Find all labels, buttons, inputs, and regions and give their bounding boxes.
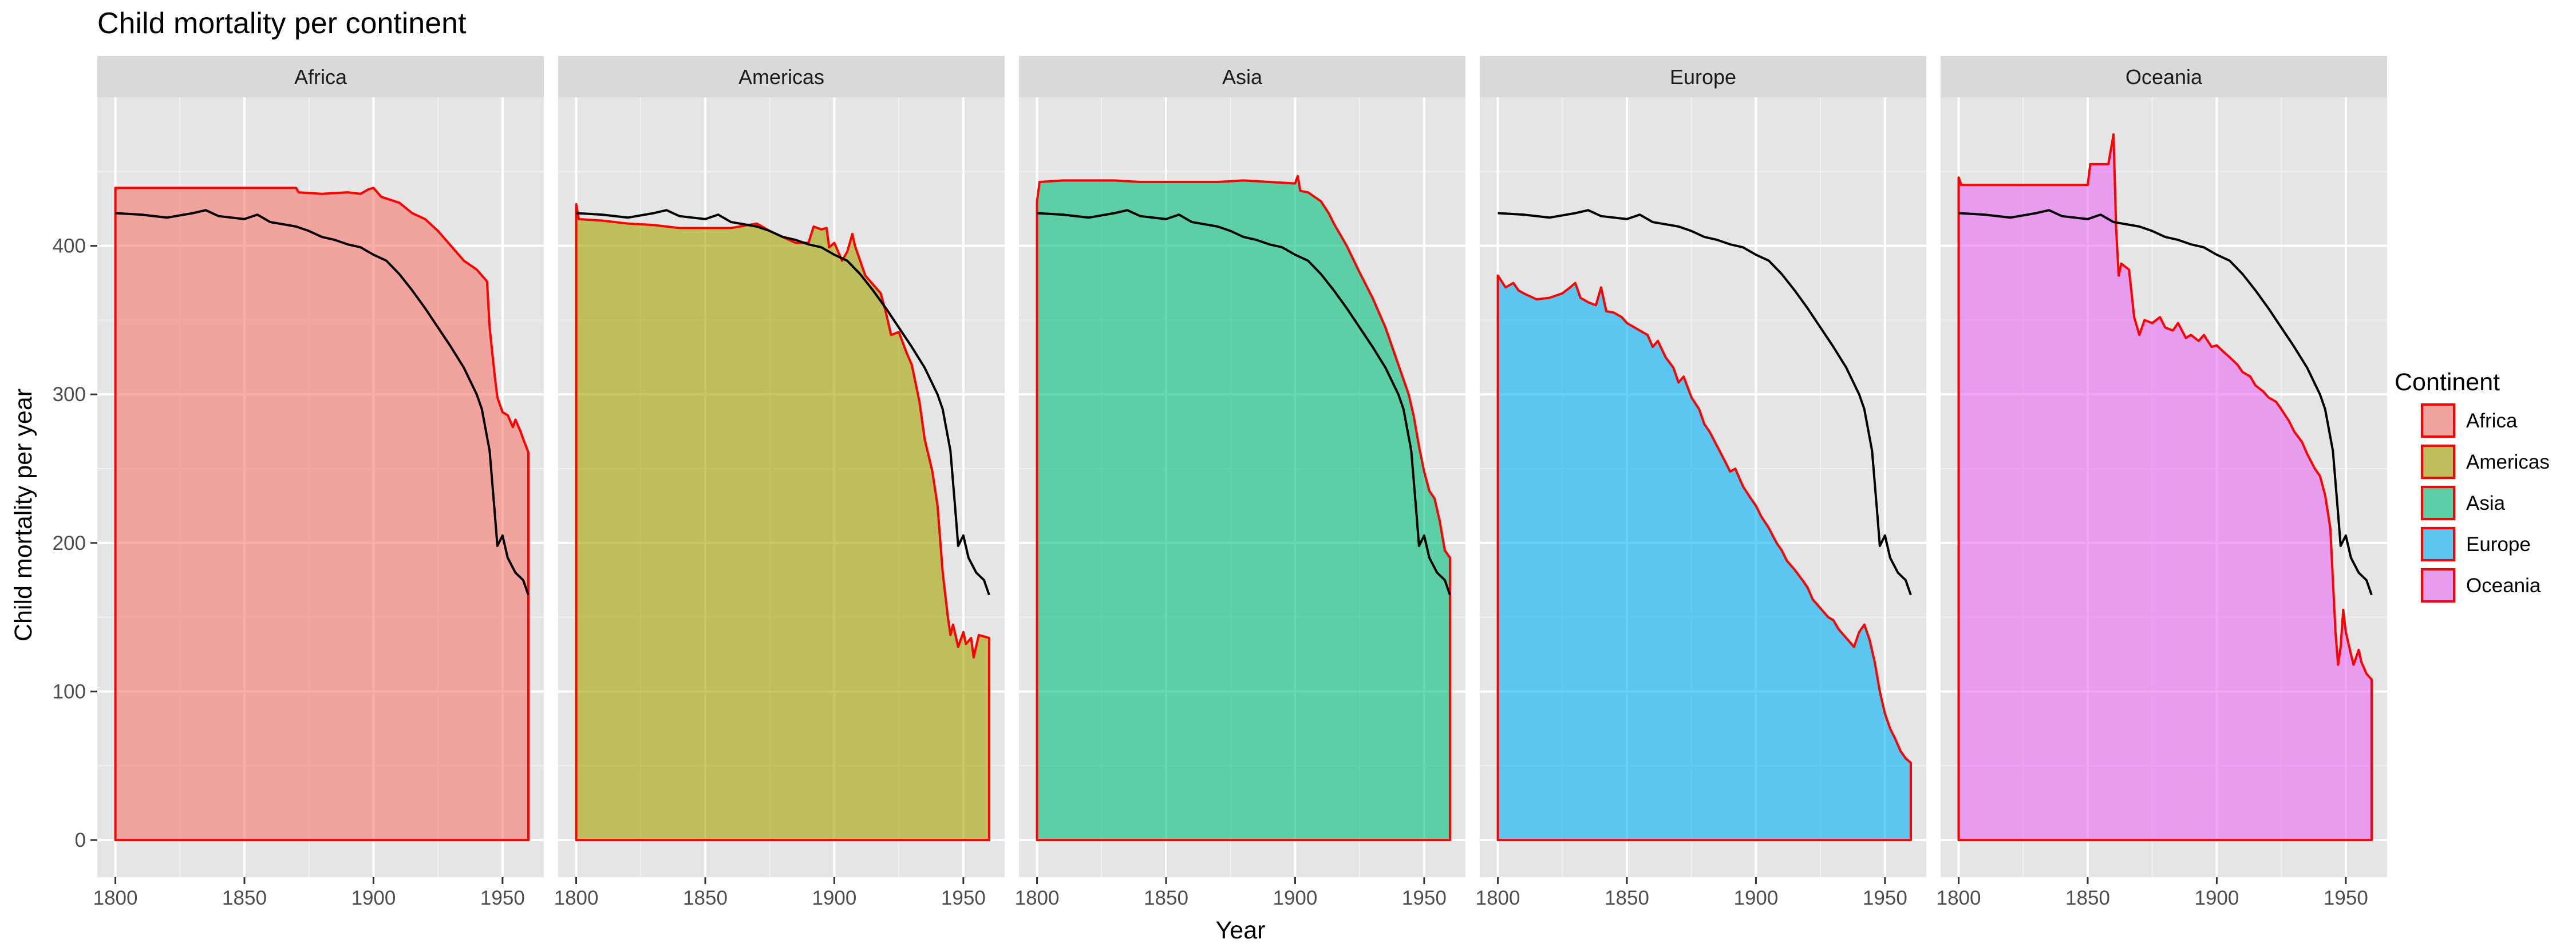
- x-tick-label: 1850: [683, 887, 728, 909]
- y-tick-label: 200: [53, 532, 86, 554]
- facet-strip-europe: [1480, 56, 1926, 97]
- area-europe: [1496, 274, 1912, 842]
- x-tick-label: 1950: [2324, 887, 2368, 909]
- facet-label-oceania: Oceania: [2125, 65, 2203, 89]
- x-tick-label: 1900: [351, 887, 396, 909]
- area-oceania: [1957, 133, 2373, 842]
- y-tick-label: 400: [53, 235, 86, 257]
- legend-title: Continent: [2395, 368, 2500, 396]
- facet-oceania: Oceania 1800 1850 1900 1950: [1937, 56, 2387, 909]
- x-tick-label: 1950: [1402, 887, 1447, 909]
- world-line-asia: [1037, 209, 1451, 596]
- legend-label-asia: Asia: [2466, 492, 2506, 514]
- facet-americas: Americas 1800 1850 1900 1950: [554, 56, 1005, 909]
- facet-strip-asia: [1019, 56, 1465, 97]
- area-americas: [575, 203, 990, 842]
- x-tick-label: 1950: [941, 887, 986, 909]
- facet-strip-africa: [97, 56, 544, 97]
- x-tick-label: 1850: [222, 887, 267, 909]
- area-africa: [114, 187, 530, 842]
- x-tick-label: 1800: [93, 887, 138, 909]
- x-tick-label: 1950: [1863, 887, 1907, 909]
- world-line-oceania: [1958, 209, 2373, 596]
- legend-label-americas: Americas: [2466, 451, 2550, 473]
- facet-label-americas: Americas: [738, 65, 824, 89]
- facet-strip-oceania: [1941, 56, 2387, 97]
- y-axis-title: Child mortality per year: [10, 389, 37, 641]
- x-tick-label: 1800: [1015, 887, 1060, 909]
- chart-title: Child mortality per continent: [97, 7, 467, 40]
- facet-strip-americas: [558, 56, 1005, 97]
- area-asia: [1036, 175, 1451, 842]
- x-axis-title: Year: [1216, 917, 1266, 944]
- x-tick-label: 1850: [2065, 887, 2110, 909]
- y-tick-label: 0: [75, 829, 86, 851]
- facet-europe: Europe 1800 1850 1900 1950: [1476, 56, 1926, 909]
- legend-entry-oceania: Oceania: [2420, 568, 2541, 603]
- x-tick-label: 1800: [1476, 887, 1520, 909]
- y-tick-label: 300: [53, 383, 86, 406]
- legend-swatch-oceania: [2421, 568, 2455, 603]
- legend: Continent Africa Americas Asia Europe Oceani…: [2395, 368, 2550, 603]
- legend-label-oceania: Oceania: [2466, 574, 2541, 597]
- x-tick-label: 1900: [812, 887, 856, 909]
- legend-label-africa: Africa: [2466, 410, 2518, 432]
- legend-entry-africa: Africa: [2420, 403, 2518, 438]
- facet-label-europe: Europe: [1670, 65, 1736, 89]
- legend-swatch-africa: [2421, 403, 2455, 438]
- x-tick-label: 1950: [480, 887, 525, 909]
- legend-swatch-asia: [2421, 486, 2455, 520]
- x-tick-label: 1900: [1273, 887, 1317, 909]
- world-line-europe: [1498, 209, 1912, 596]
- legend-swatch-europe: [2421, 527, 2455, 561]
- y-tick-label: 100: [53, 680, 86, 703]
- x-tick-label: 1850: [1144, 887, 1188, 909]
- legend-swatch-americas: [2421, 445, 2455, 479]
- legend-entry-americas: Americas: [2420, 444, 2550, 480]
- x-tick-label: 1800: [554, 887, 599, 909]
- facet-label-asia: Asia: [1222, 65, 1263, 89]
- x-tick-label: 1900: [1733, 887, 1778, 909]
- legend-label-europe: Europe: [2466, 533, 2531, 556]
- facet-africa: Africa 1800 1850 1900 1950: [93, 56, 544, 909]
- facet-panels: Africa 1800 1850 1900 1950 Americas 1800 1850 19…: [93, 56, 2387, 909]
- y-axis: 0 100 200 300 400: [53, 235, 97, 851]
- legend-entry-asia: Asia: [2420, 485, 2506, 521]
- x-tick-label: 1800: [1937, 887, 1981, 909]
- world-line-americas: [576, 209, 990, 596]
- x-tick-label: 1900: [2194, 887, 2239, 909]
- world-line-africa: [115, 209, 530, 596]
- facet-asia: Asia 1800 1850 1900 1950: [1015, 56, 1465, 909]
- facet-label-africa: Africa: [294, 65, 347, 89]
- legend-entry-europe: Europe: [2420, 526, 2531, 562]
- x-tick-label: 1850: [1605, 887, 1649, 909]
